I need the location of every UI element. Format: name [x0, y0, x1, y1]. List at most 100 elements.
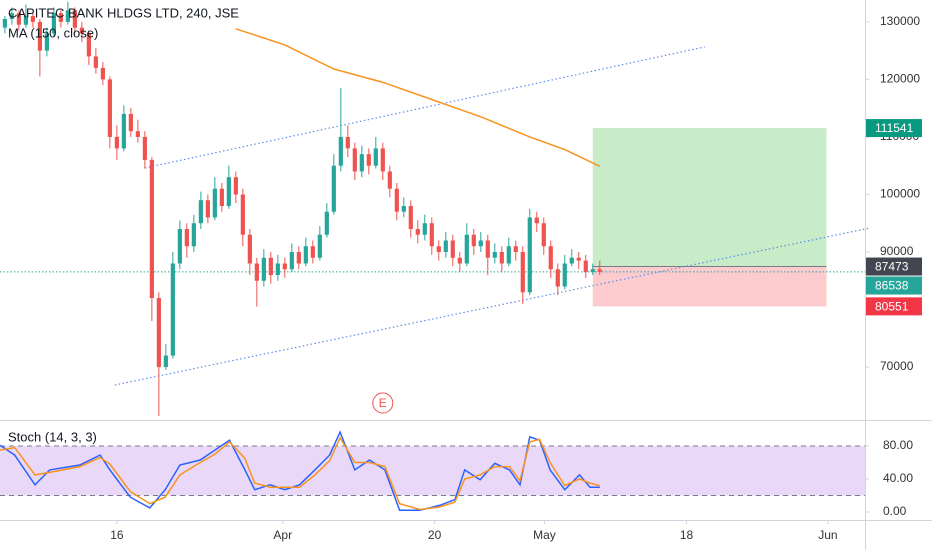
candle-body — [513, 246, 518, 252]
candle-body — [100, 67, 105, 80]
candle-body — [51, 13, 56, 34]
price-tag-label: 80551 — [875, 300, 909, 314]
candle-body — [233, 177, 238, 195]
price-tag-label: 86538 — [875, 279, 909, 293]
y-tick-label: 100000 — [880, 187, 920, 201]
price-tag — [866, 257, 922, 276]
candle-body — [485, 240, 490, 258]
candle-body — [163, 355, 168, 368]
candle-body — [338, 136, 343, 166]
candle-body — [499, 252, 504, 264]
candle-body — [128, 113, 133, 132]
candle-body — [205, 200, 210, 218]
candle-body — [86, 33, 91, 57]
candle-body — [191, 223, 196, 247]
candle-body — [534, 217, 539, 224]
trend-line — [144, 46, 705, 169]
stoch-band — [0, 445, 865, 496]
candle-body — [555, 269, 560, 287]
candle-body — [324, 211, 329, 235]
candle-body — [79, 27, 84, 34]
candle-body — [282, 263, 287, 270]
candle-body — [107, 79, 112, 137]
stop-zone — [592, 266, 827, 307]
candle-body — [394, 188, 399, 212]
price-tag-label: 111541 — [875, 121, 914, 135]
ma-line — [235, 28, 601, 167]
candle-body — [16, 13, 21, 25]
candle-body — [352, 148, 357, 172]
candle-body — [135, 131, 140, 137]
candle-body — [310, 246, 315, 258]
candle-body — [219, 188, 224, 206]
ma-legend: MA (150, close) — [8, 25, 98, 40]
candle-body — [331, 165, 336, 212]
candle-body — [240, 194, 245, 235]
event-marker — [372, 392, 394, 414]
candle-body — [170, 263, 175, 356]
candle-body — [247, 234, 252, 264]
y-tick-label: 70000 — [880, 359, 914, 373]
stoch-legend: Stoch (14, 3, 3) — [8, 429, 97, 444]
candle-body — [275, 263, 280, 276]
candle-body — [548, 246, 553, 270]
candle-body — [114, 136, 119, 149]
candle-body — [198, 200, 203, 224]
candle-body — [478, 240, 483, 247]
candle-body — [373, 148, 378, 166]
candle-body — [317, 234, 322, 258]
candle-body — [37, 21, 42, 51]
candle-body — [149, 159, 154, 299]
candle-body — [506, 246, 511, 264]
candle-body — [450, 240, 455, 258]
target-zone — [592, 128, 827, 267]
candle-body — [387, 171, 392, 189]
candle-body — [121, 113, 126, 149]
candle-body — [520, 252, 525, 293]
candle-body — [562, 263, 567, 287]
price-tag-label: 87473 — [875, 260, 909, 274]
x-tick-label: May — [533, 528, 556, 542]
candle-body — [156, 298, 161, 368]
chart-title: CAPITEC BANK HLDGS LTD, 240, JSE — [8, 5, 239, 20]
candle-body — [359, 154, 364, 172]
candle-body — [422, 223, 427, 235]
candle-body — [541, 223, 546, 247]
candle-body — [464, 234, 469, 264]
candle-body — [268, 257, 273, 276]
candle-body — [65, 10, 70, 22]
candle-body — [296, 252, 301, 264]
candle-body — [303, 246, 308, 264]
candle-body — [289, 252, 294, 270]
event-label: E — [379, 396, 387, 410]
y-tick-label: 90000 — [880, 244, 914, 258]
candle-body — [401, 205, 406, 212]
candle-body — [576, 257, 581, 261]
candle-body — [436, 246, 441, 252]
candle-body — [226, 177, 231, 206]
stoch-tick-label: 80.00 — [883, 438, 913, 452]
candle-body — [590, 269, 595, 273]
candle-body — [177, 228, 182, 264]
candle-body — [72, 10, 77, 28]
x-tick-label: Jun — [818, 528, 837, 542]
candle-body — [44, 33, 49, 51]
candle-body — [93, 56, 98, 68]
candle-body — [142, 136, 147, 160]
x-tick-label: 20 — [428, 528, 442, 542]
x-tick-label: 18 — [680, 528, 694, 542]
candle-body — [23, 16, 28, 25]
candle-body — [212, 188, 217, 218]
plot-area — [0, 1, 871, 512]
price-tag — [866, 119, 922, 138]
candle-body — [345, 136, 350, 149]
candle-body — [408, 205, 413, 229]
candle-body — [415, 228, 420, 235]
candle-body — [492, 252, 497, 258]
x-tick-label: 16 — [110, 528, 124, 542]
candle-body — [527, 217, 532, 293]
candle-body — [471, 234, 476, 247]
y-tick-label: 130000 — [880, 14, 920, 28]
